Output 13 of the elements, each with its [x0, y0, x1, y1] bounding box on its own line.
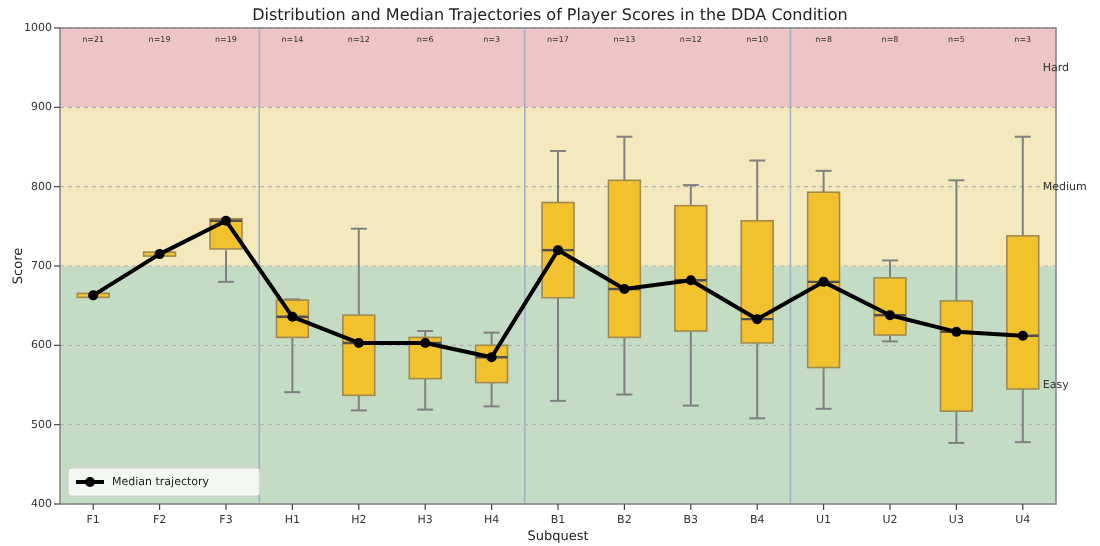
point: [486, 352, 497, 363]
point: [685, 275, 696, 286]
point: [420, 337, 431, 348]
point: [553, 245, 563, 256]
point: [353, 337, 364, 348]
point: [818, 276, 829, 287]
point: [885, 310, 895, 321]
chart-title: Distribution and Median Trajectories of Player Scores in the DDA Condition: [252, 6, 848, 25]
point: [951, 326, 962, 337]
point: [1017, 330, 1028, 341]
point: [752, 314, 763, 325]
point: [221, 215, 231, 226]
point: [619, 284, 630, 295]
